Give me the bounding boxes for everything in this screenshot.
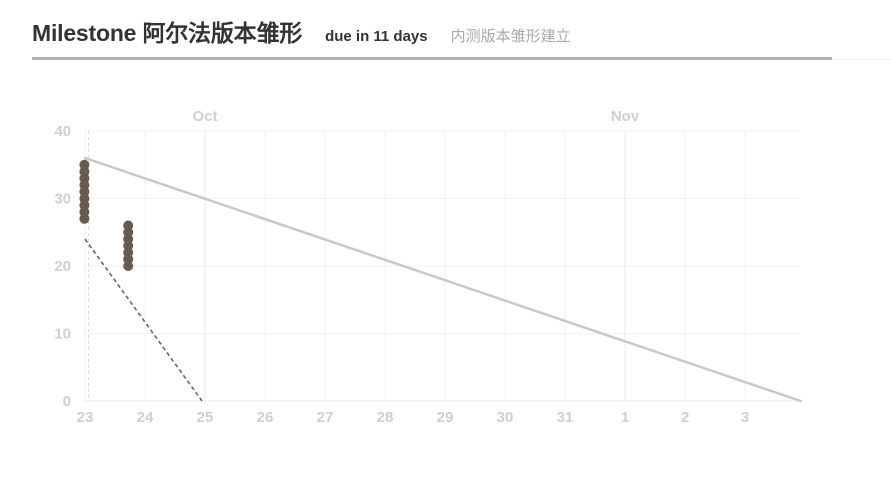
x-tick-label: 23 — [77, 409, 94, 426]
milestone-description: 内测版本雏形建立 — [450, 28, 571, 45]
milestone-title: Milestone 阿尔法版本雏形 — [32, 20, 303, 46]
y-tick-label: 40 — [54, 123, 71, 140]
chart-points — [79, 159, 134, 271]
header-divider — [32, 57, 832, 60]
y-tick-label: 10 — [54, 326, 71, 343]
chart-lines — [83, 156, 803, 403]
header-divider-light — [832, 59, 891, 60]
x-tick-label: 2 — [681, 409, 689, 426]
x-tick-label: 31 — [557, 409, 574, 426]
y-tick-label: 30 — [54, 191, 71, 208]
x-tick-label: 1 — [621, 409, 629, 426]
y-tick-label: 20 — [54, 258, 71, 275]
actual-data-point — [123, 261, 134, 271]
x-tick-label: 25 — [197, 409, 214, 426]
x-tick-label: 29 — [437, 409, 454, 426]
ideal-burndown-line — [83, 156, 803, 403]
x-tick-label: 27 — [317, 409, 334, 426]
chart-grid — [84, 130, 800, 402]
x-tick-label: 24 — [137, 409, 154, 426]
milestone-header: Milestone 阿尔法版本雏形 due in 11 days 内测版本雏形建… — [32, 14, 832, 48]
actual-data-point — [79, 213, 90, 224]
x-tick-label: 3 — [741, 409, 749, 426]
projection-line — [84, 238, 203, 402]
x-tick-label: 26 — [257, 409, 274, 426]
x-tick-label: 28 — [377, 409, 394, 426]
month-label: Oct — [192, 108, 217, 125]
y-tick-label: 0 — [63, 393, 71, 410]
due-label: due in 11 days — [325, 28, 428, 45]
month-label: Nov — [611, 108, 640, 125]
x-tick-label: 30 — [497, 409, 514, 426]
